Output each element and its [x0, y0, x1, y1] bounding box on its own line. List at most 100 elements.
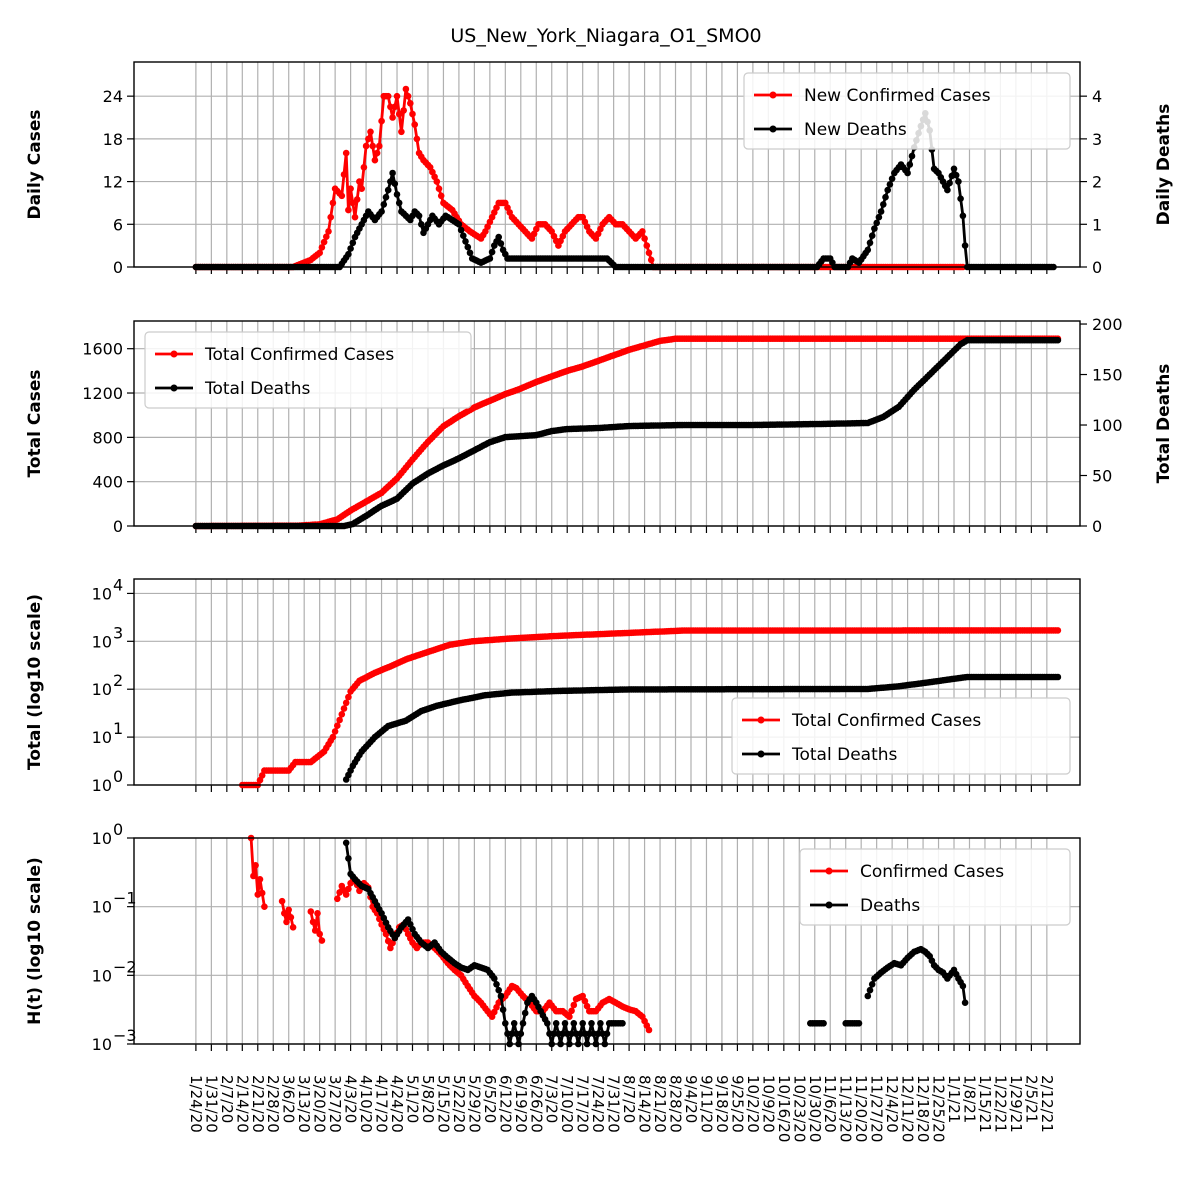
x-tick-label: 11/13/20	[837, 1075, 855, 1142]
x-tick-label: 5/15/20	[434, 1075, 452, 1133]
data-point	[318, 244, 326, 251]
data-point	[329, 199, 337, 207]
data-point	[340, 705, 348, 712]
panel-growth: 10−310−210−110 0H(t) (log10 scale) Confirm…	[25, 820, 1081, 1054]
x-tick-label: 8/7/20	[620, 1075, 638, 1123]
data-point	[820, 1020, 827, 1027]
data-point	[391, 103, 399, 111]
y-right-tick-label: 150	[1092, 366, 1123, 385]
data-point	[888, 175, 896, 182]
legend-marker	[170, 350, 178, 358]
data-point	[864, 992, 872, 1000]
y-axis-label: Daily Cases	[25, 110, 45, 220]
data-point	[384, 92, 392, 100]
data-point	[395, 110, 403, 118]
x-tick-label: 6/5/20	[481, 1075, 499, 1123]
data-point	[581, 997, 589, 1005]
data-point	[345, 855, 352, 862]
data-point	[342, 149, 350, 157]
data-point	[281, 910, 288, 917]
data-point	[510, 1020, 518, 1027]
data-point	[946, 179, 953, 187]
x-tick-label: 4/3/20	[342, 1075, 360, 1123]
data-point	[336, 716, 343, 724]
data-point	[597, 1020, 604, 1027]
y-tick-label: 12	[103, 173, 123, 192]
series-total-confirmed-cases	[239, 627, 1062, 789]
y-right-tick-label: 4	[1092, 87, 1102, 106]
x-tick-label: 10/9/20	[759, 1075, 777, 1133]
data-point	[327, 213, 335, 221]
data-point	[334, 722, 341, 729]
y-tick-label: 10	[92, 776, 112, 795]
y-tick-exponent: 2	[113, 671, 123, 690]
x-tick-label: 9/18/20	[713, 1075, 731, 1133]
data-point	[435, 185, 443, 192]
axes-frame	[133, 61, 1081, 268]
x-tick-label: 12/4/20	[883, 1075, 901, 1133]
x-tick-label: 2/12/21	[1038, 1075, 1056, 1133]
y-tick-label: 10	[92, 898, 112, 917]
x-tick-label: 5/8/20	[419, 1075, 437, 1123]
data-point	[455, 221, 463, 228]
x-tick-label: 12/25/20	[930, 1075, 948, 1142]
legend: Total Confirmed Cases Total Deaths	[144, 331, 472, 409]
data-point	[619, 1020, 626, 1027]
data-point	[316, 930, 324, 938]
x-tick-label: 6/26/20	[527, 1075, 545, 1133]
data-point	[311, 927, 319, 934]
data-point	[314, 910, 321, 917]
data-point	[868, 232, 876, 239]
series-total-deaths	[192, 336, 1062, 530]
x-tick-label: 3/13/20	[295, 1075, 313, 1133]
x-tick-label: 4/10/20	[357, 1075, 375, 1133]
data-point	[360, 164, 368, 171]
legend: Confirmed Cases Deaths	[799, 848, 1071, 926]
data-point	[356, 178, 363, 185]
series-total-deaths	[342, 673, 1062, 783]
y-tick-label: 10	[92, 632, 112, 651]
data-point	[603, 1030, 611, 1037]
x-tick-label: 1/24/20	[187, 1075, 205, 1133]
data-point	[369, 142, 377, 150]
data-point	[342, 699, 350, 707]
data-point	[378, 208, 385, 215]
data-point	[647, 256, 655, 264]
y-axis-label: H(t) (log10 scale)	[25, 857, 45, 1025]
panel-total: 0 400 800 1200 1600 0 50 100 150 200 Total Cases To…	[25, 315, 1174, 536]
data-point	[252, 862, 259, 869]
y-right-axis-label: Total Deaths	[1154, 364, 1174, 484]
x-tick-label: 2/28/20	[264, 1075, 282, 1133]
data-point	[864, 246, 872, 254]
data-point	[552, 1020, 560, 1027]
data-point	[250, 872, 257, 880]
x-tick-label: 9/11/20	[698, 1075, 716, 1133]
x-tick-label: 8/28/20	[667, 1075, 685, 1133]
x-tick-label: 2/5/21	[1022, 1075, 1040, 1123]
data-point	[318, 937, 326, 944]
y-tick-label: 400	[92, 473, 123, 492]
legend-marker	[769, 91, 777, 99]
data-point	[437, 192, 445, 200]
data-point	[283, 918, 290, 926]
series-line	[249, 837, 266, 907]
y-axis-label: Total Cases	[25, 369, 45, 477]
data-point	[519, 1020, 527, 1027]
data-point	[309, 918, 317, 926]
data-point	[904, 169, 911, 177]
y-tick-label: 6	[113, 215, 123, 234]
data-point	[544, 1020, 551, 1027]
y-tick-label: 10	[92, 1035, 112, 1054]
data-point	[342, 891, 350, 898]
data-point	[495, 986, 503, 994]
x-tick-label: 1/29/21	[1007, 1075, 1025, 1133]
data-point	[409, 110, 416, 118]
data-point	[588, 1020, 595, 1027]
y-tick-label: 10	[92, 728, 112, 747]
data-point	[261, 903, 268, 910]
data-point	[365, 135, 372, 143]
legend-label: Total Confirmed Cases	[204, 345, 394, 365]
